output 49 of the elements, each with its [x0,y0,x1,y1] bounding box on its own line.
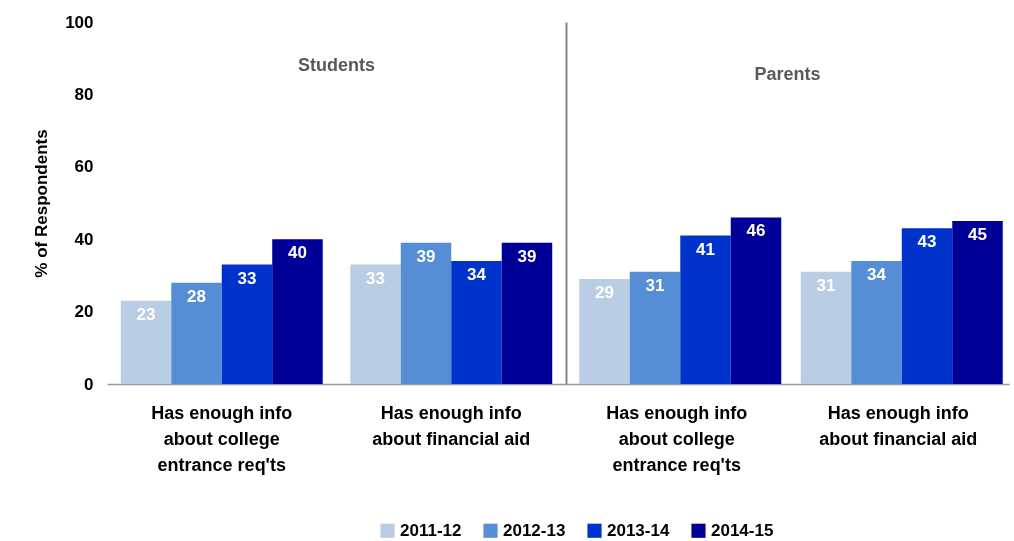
data-label: 29 [595,283,614,303]
y-tick-label: 60 [74,157,94,177]
data-label: 45 [968,225,987,245]
x-tick-label: Has enough info about college entrance req'ts [606,402,748,475]
data-label: 40 [288,243,307,263]
data-label: 33 [366,268,385,288]
legend-label: 2014-15 [711,520,774,540]
bar [451,260,502,384]
bar [400,242,452,384]
y-tick-label: 0 [84,374,94,394]
x-tick-label: Has enough info about college entrance req'ts [151,402,293,475]
bar [120,300,172,384]
data-label: 31 [816,275,836,295]
data-label: 34 [467,264,487,284]
legend-label: 2013-14 [607,520,670,540]
x-tick-label: Has enough info about financial aid [372,402,531,449]
bar [501,242,553,384]
bar [350,264,401,384]
bar [901,228,953,384]
data-label: 31 [645,275,665,295]
y-tick-label: 100 [65,12,94,32]
bar [272,239,323,384]
data-label: 39 [416,246,436,266]
data-label: 28 [187,286,206,306]
data-label: 34 [867,264,887,284]
bar [952,221,1003,384]
bar [800,271,852,384]
data-label: 33 [237,268,257,288]
legend-label: 2011-12 [400,520,462,540]
bar [171,282,222,384]
bar [221,264,273,384]
data-label: 43 [917,232,937,252]
y-tick-label: 40 [74,229,94,249]
bar [680,235,731,384]
bar [730,217,782,384]
bar [579,279,630,384]
legend-label: 2012-13 [503,520,566,540]
text: Students [297,55,376,75]
data-label: 41 [696,239,715,259]
text: Parents [754,64,821,84]
data-label: 39 [517,246,537,266]
bar [629,271,681,384]
data-label: 23 [136,304,156,324]
x-tick-label: Has enough info about financial aid [819,402,978,449]
data-label: 46 [746,221,766,241]
bar [851,260,902,384]
y-tick-label: 20 [74,302,94,322]
y-axis-title: % of Respondents [32,129,52,278]
y-tick-label: 80 [74,84,94,104]
